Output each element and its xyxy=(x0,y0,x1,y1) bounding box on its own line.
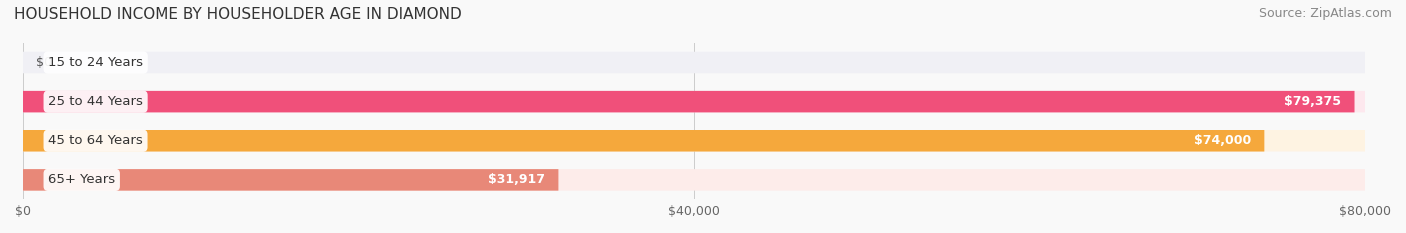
Text: $79,375: $79,375 xyxy=(1284,95,1341,108)
FancyBboxPatch shape xyxy=(22,130,1365,151)
FancyBboxPatch shape xyxy=(22,91,1354,112)
Text: 25 to 44 Years: 25 to 44 Years xyxy=(48,95,143,108)
FancyBboxPatch shape xyxy=(22,169,1365,191)
FancyBboxPatch shape xyxy=(22,130,1264,151)
Text: 15 to 24 Years: 15 to 24 Years xyxy=(48,56,143,69)
Text: 45 to 64 Years: 45 to 64 Years xyxy=(48,134,143,147)
Text: Source: ZipAtlas.com: Source: ZipAtlas.com xyxy=(1258,7,1392,20)
FancyBboxPatch shape xyxy=(22,169,558,191)
FancyBboxPatch shape xyxy=(22,91,1365,112)
Text: $0: $0 xyxy=(37,56,52,69)
FancyBboxPatch shape xyxy=(22,52,1365,73)
Text: 65+ Years: 65+ Years xyxy=(48,173,115,186)
Text: $74,000: $74,000 xyxy=(1194,134,1251,147)
Text: $31,917: $31,917 xyxy=(488,173,546,186)
Text: HOUSEHOLD INCOME BY HOUSEHOLDER AGE IN DIAMOND: HOUSEHOLD INCOME BY HOUSEHOLDER AGE IN D… xyxy=(14,7,461,22)
